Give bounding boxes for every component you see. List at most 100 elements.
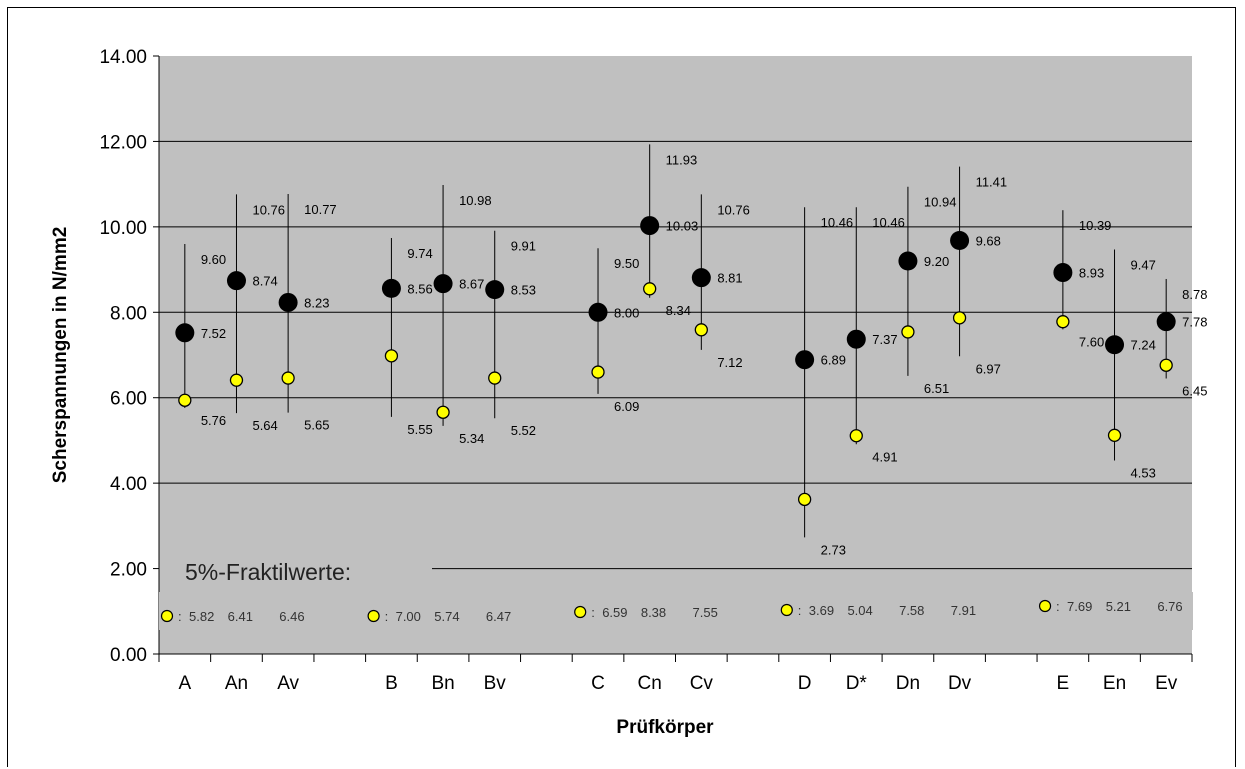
y-tick-label: 8.00 [110,303,147,324]
mean-point [1156,312,1176,332]
max-label: 10.98 [459,193,492,208]
max-label: 9.60 [201,252,226,267]
y-tick-label: 14.00 [99,47,147,68]
fraktil-point [281,371,295,385]
fraktil-value: 6.47 [486,609,511,624]
category-label: Dn [896,673,920,694]
mean-label: 9.68 [976,234,1001,249]
max-label: 10.94 [924,195,957,210]
category-label: B [385,673,398,694]
mean-point [588,302,608,322]
fraktil-box [159,592,1193,630]
min-label: 4.53 [1131,466,1156,481]
mean-label: 7.78 [1182,315,1207,330]
category-label: En [1103,673,1126,694]
max-label: 9.91 [511,239,536,254]
mean-point [278,292,298,312]
max-label: 10.46 [821,215,854,230]
min-label: 6.09 [614,399,639,414]
category-label: An [225,673,248,694]
category-label: D [798,673,812,694]
fraktil-prefix: : [178,609,182,624]
category-label: E [1057,673,1070,694]
fraktil-value: 6.41 [228,609,253,624]
max-label: 9.74 [407,246,432,261]
mean-label: 6.89 [821,353,846,368]
fraktil-point [488,371,502,385]
fraktil-point [1056,315,1070,329]
fraktil-point [1159,358,1173,372]
mean-label: 8.74 [252,274,277,289]
fraktil-value: 6.46 [279,609,304,624]
mean-label: 8.56 [407,281,432,296]
category-label: Bv [484,673,507,694]
fraktil-value: 7.69 [1067,599,1092,614]
y-tick-label: 12.00 [99,132,147,153]
fraktil-value: 5.21 [1106,599,1131,614]
min-label: 7.12 [717,355,742,370]
fraktil-point [229,373,244,387]
fraktil-title: 5%-Fraktilwerte: [185,559,351,585]
fraktil-point [797,492,812,507]
max-label: 9.50 [614,256,639,271]
min-label: 5.76 [201,413,226,428]
fraktil-point [1107,428,1122,442]
min-label: 4.91 [872,449,897,464]
mean-label: 8.93 [1079,266,1104,281]
category-label: Dv [948,673,972,694]
min-label: 5.65 [304,418,329,433]
fraktil-legend-marker [367,609,380,623]
fraktil-value: 7.91 [951,603,976,618]
mean-point [846,329,866,349]
max-label: 8.78 [1182,287,1207,302]
min-label: 8.34 [666,303,691,318]
mean-label: 8.67 [459,277,484,292]
category-label: Cv [690,673,714,694]
fraktil-prefix: : [385,609,389,624]
fraktil-legend-marker [1038,599,1052,613]
fraktil-value: 3.69 [809,603,834,618]
fraktil-point [384,349,399,363]
mean-point [898,251,918,271]
max-label: 11.41 [976,175,1008,190]
fraktil-value: 7.00 [396,609,421,624]
mean-label: 8.53 [511,283,536,298]
fraktil-value: 5.74 [434,609,459,624]
y-tick-label: 10.00 [99,218,147,239]
category-label: Cn [638,673,662,694]
category-label: A [178,673,191,694]
y-tick-label: 4.00 [110,474,147,495]
fraktil-prefix: : [1056,599,1060,614]
fraktil-point [849,429,863,443]
min-label: 7.60 [1079,334,1104,349]
max-label: 10.39 [1079,218,1112,233]
fraktil-value: 7.55 [693,605,718,620]
fraktil-point [952,311,967,325]
mean-label: 7.24 [1131,338,1156,353]
fraktil-value: 6.59 [602,605,627,620]
fraktil-legend-marker [780,603,793,617]
mean-label: 10.03 [666,219,699,234]
mean-point [485,280,505,300]
fraktil-prefix: : [798,603,802,618]
min-label: 2.73 [821,542,846,557]
chart-frame [7,7,1236,767]
mean-point [640,216,660,236]
plot-area [159,56,1192,654]
mean-point [1105,335,1125,355]
fraktil-point [178,393,192,407]
mean-point [691,268,711,288]
min-label: 5.52 [511,423,536,438]
mean-label: 8.00 [614,305,639,320]
y-tick-label: 6.00 [110,389,147,410]
y-tick-label: 2.00 [110,560,147,581]
min-label: 6.51 [924,381,949,396]
min-label: 5.64 [252,418,277,433]
max-label: 10.76 [252,202,285,217]
fraktil-legend-marker [574,605,587,619]
mean-label: 8.23 [304,295,329,310]
category-label: D* [846,673,868,694]
fraktil-value: 5.82 [189,609,214,624]
mean-label: 8.81 [717,271,742,286]
max-label: 10.46 [872,215,905,230]
